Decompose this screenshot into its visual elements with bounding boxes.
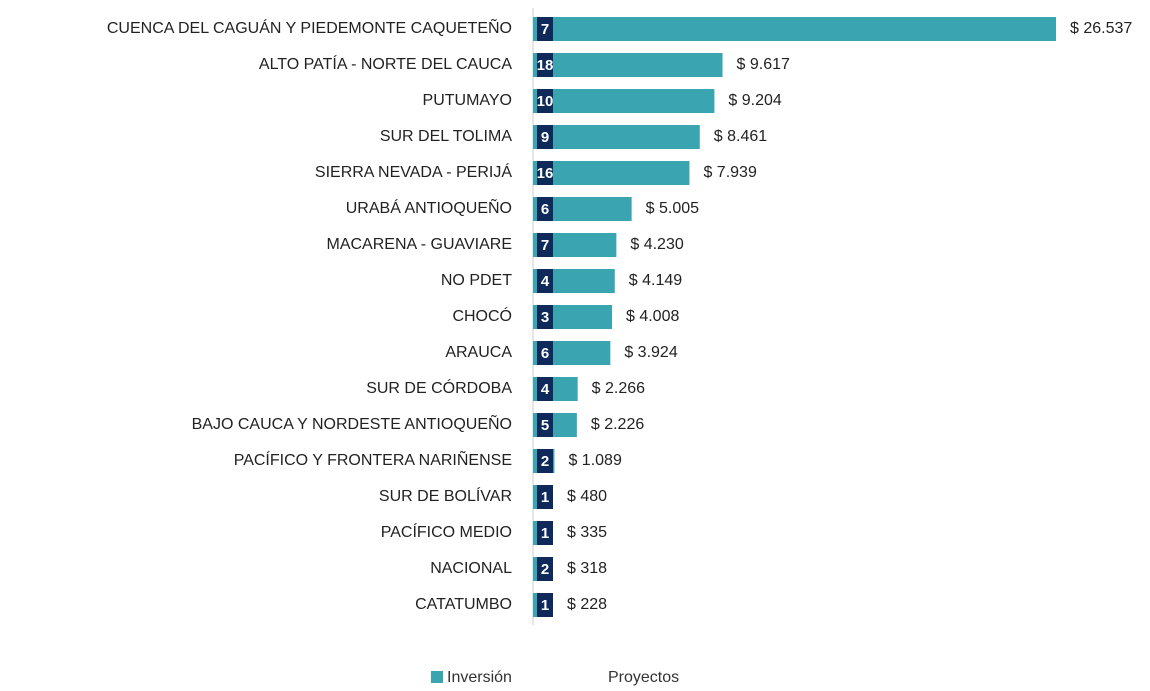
category-label: SUR DEL TOLIMA — [380, 128, 513, 145]
value-label: $ 3.924 — [624, 344, 677, 361]
category-label: ALTO PATÍA - NORTE DEL CAUCA — [259, 54, 512, 73]
project-label: 6 — [541, 345, 549, 362]
project-label: 9 — [541, 129, 549, 146]
category-label: SUR DE CÓRDOBA — [366, 378, 512, 397]
project-label: 10 — [537, 93, 554, 110]
project-label: 1 — [541, 525, 549, 542]
category-label: CATATUMBO — [415, 596, 512, 613]
value-label: $ 228 — [567, 596, 607, 613]
value-label: $ 9.204 — [728, 92, 781, 109]
value-label: $ 335 — [567, 524, 607, 541]
category-label: CHOCÓ — [452, 306, 512, 325]
value-label: $ 7.939 — [703, 164, 756, 181]
project-label: 5 — [541, 417, 549, 434]
project-label: 7 — [541, 21, 549, 38]
project-label: 2 — [541, 561, 549, 578]
category-label: PUTUMAYO — [423, 92, 512, 109]
legend-label: Inversión — [447, 669, 512, 686]
category-label: PACÍFICO Y FRONTERA NARIÑENSE — [234, 449, 512, 469]
value-label: $ 4.230 — [630, 236, 683, 253]
category-label: URABÁ ANTIOQUEÑO — [346, 197, 512, 217]
bar — [533, 521, 540, 545]
project-box — [537, 449, 553, 473]
project-label: 1 — [541, 489, 549, 506]
category-label: SIERRA NEVADA - PERIJÁ — [315, 162, 512, 181]
bar — [533, 161, 690, 185]
bar — [533, 557, 540, 581]
project-box — [537, 521, 553, 545]
project-box — [537, 161, 553, 185]
category-label: BAJO CAUCA Y NORDESTE ANTIOQUEÑO — [192, 413, 512, 433]
category-label: ARAUCA — [445, 344, 512, 361]
project-label: 16 — [537, 165, 554, 182]
value-label: $ 1.089 — [568, 452, 621, 469]
project-box — [537, 269, 553, 293]
project-label: 3 — [541, 309, 549, 326]
project-box — [537, 125, 553, 149]
project-label: 4 — [541, 273, 550, 290]
category-label: CUENCA DEL CAGUÁN Y PIEDEMONTE CAQUETEÑO — [107, 17, 512, 37]
project-box — [537, 305, 553, 329]
project-box — [537, 557, 553, 581]
bar — [533, 89, 715, 113]
value-label: $ 2.266 — [592, 380, 645, 397]
project-box — [537, 17, 553, 41]
category-label: PACÍFICO MEDIO — [381, 522, 512, 541]
bar — [533, 593, 538, 617]
bar — [533, 17, 1056, 41]
project-box — [537, 89, 553, 113]
legend-label: Proyectos — [608, 669, 679, 686]
project-label: 7 — [541, 237, 549, 254]
project-box — [537, 413, 553, 437]
project-box — [537, 593, 553, 617]
value-label: $ 318 — [567, 560, 607, 577]
value-label: $ 2.226 — [591, 416, 644, 433]
project-box — [537, 233, 553, 257]
bar — [533, 125, 700, 149]
project-label: 18 — [537, 57, 554, 74]
value-label: $ 9.617 — [737, 56, 790, 73]
value-label: $ 4.149 — [629, 272, 682, 289]
project-box — [537, 377, 553, 401]
category-label: NACIONAL — [430, 560, 512, 577]
value-label: $ 26.537 — [1070, 20, 1132, 37]
category-label: MACARENA - GUAVIARE — [326, 236, 512, 253]
project-box — [537, 485, 553, 509]
legend-swatch — [431, 671, 443, 683]
value-label: $ 5.005 — [646, 200, 699, 217]
project-box — [537, 197, 553, 221]
value-label: $ 4.008 — [626, 308, 679, 325]
project-label: 4 — [541, 381, 550, 398]
value-label: $ 8.461 — [714, 128, 767, 145]
project-label: 2 — [541, 453, 549, 470]
category-label: SUR DE BOLÍVAR — [379, 486, 512, 505]
project-label: 1 — [541, 597, 549, 614]
project-box — [537, 341, 553, 365]
project-label: 6 — [541, 201, 549, 218]
value-label: $ 480 — [567, 488, 607, 505]
category-label: NO PDET — [441, 272, 512, 289]
bar — [533, 53, 723, 77]
project-box — [537, 53, 553, 77]
